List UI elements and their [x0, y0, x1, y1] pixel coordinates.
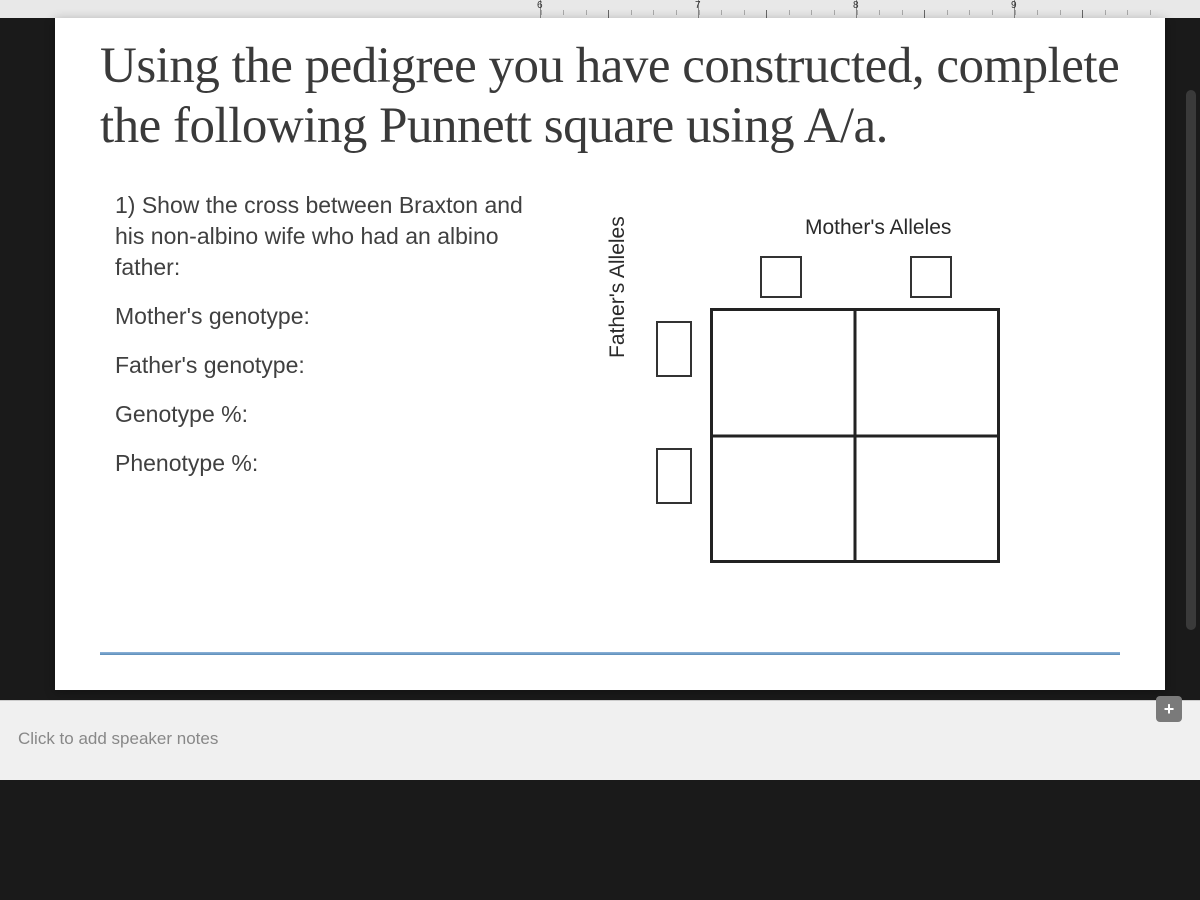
mother-allele-input-2[interactable] [910, 256, 952, 298]
slide-canvas[interactable]: Using the pedigree you have constructed,… [55, 18, 1165, 690]
speaker-notes-placeholder: Click to add speaker notes [18, 729, 218, 749]
slide-title[interactable]: Using the pedigree you have constructed,… [100, 36, 1120, 156]
punnett-grid[interactable] [710, 308, 1000, 563]
genotype-percent-label: Genotype %: [115, 399, 555, 430]
punnett-square: Mother's Alleles Father's Alleles [600, 208, 1070, 578]
plus-icon: + [1164, 699, 1175, 720]
slide-body[interactable]: 1) Show the cross between Braxton and hi… [115, 190, 555, 497]
father-allele-input-2[interactable] [656, 448, 692, 504]
question-text: 1) Show the cross between Braxton and hi… [115, 190, 555, 283]
father-genotype-label: Father's genotype: [115, 350, 555, 381]
grid-horizontal-divider [713, 434, 997, 437]
phenotype-percent-label: Phenotype %: [115, 448, 555, 479]
vertical-scrollbar[interactable] [1186, 90, 1196, 630]
father-allele-input-1[interactable] [656, 321, 692, 377]
slide-divider [100, 652, 1120, 655]
horizontal-ruler: 6 7 8 9 [0, 0, 1200, 18]
add-button[interactable]: + [1156, 696, 1182, 722]
mothers-alleles-label: Mother's Alleles [805, 216, 951, 240]
mother-allele-input-1[interactable] [760, 256, 802, 298]
bottom-dark-area [0, 780, 1200, 900]
mother-genotype-label: Mother's genotype: [115, 301, 555, 332]
fathers-alleles-label: Father's Alleles [606, 216, 630, 358]
speaker-notes-panel[interactable]: Click to add speaker notes [0, 700, 1200, 780]
